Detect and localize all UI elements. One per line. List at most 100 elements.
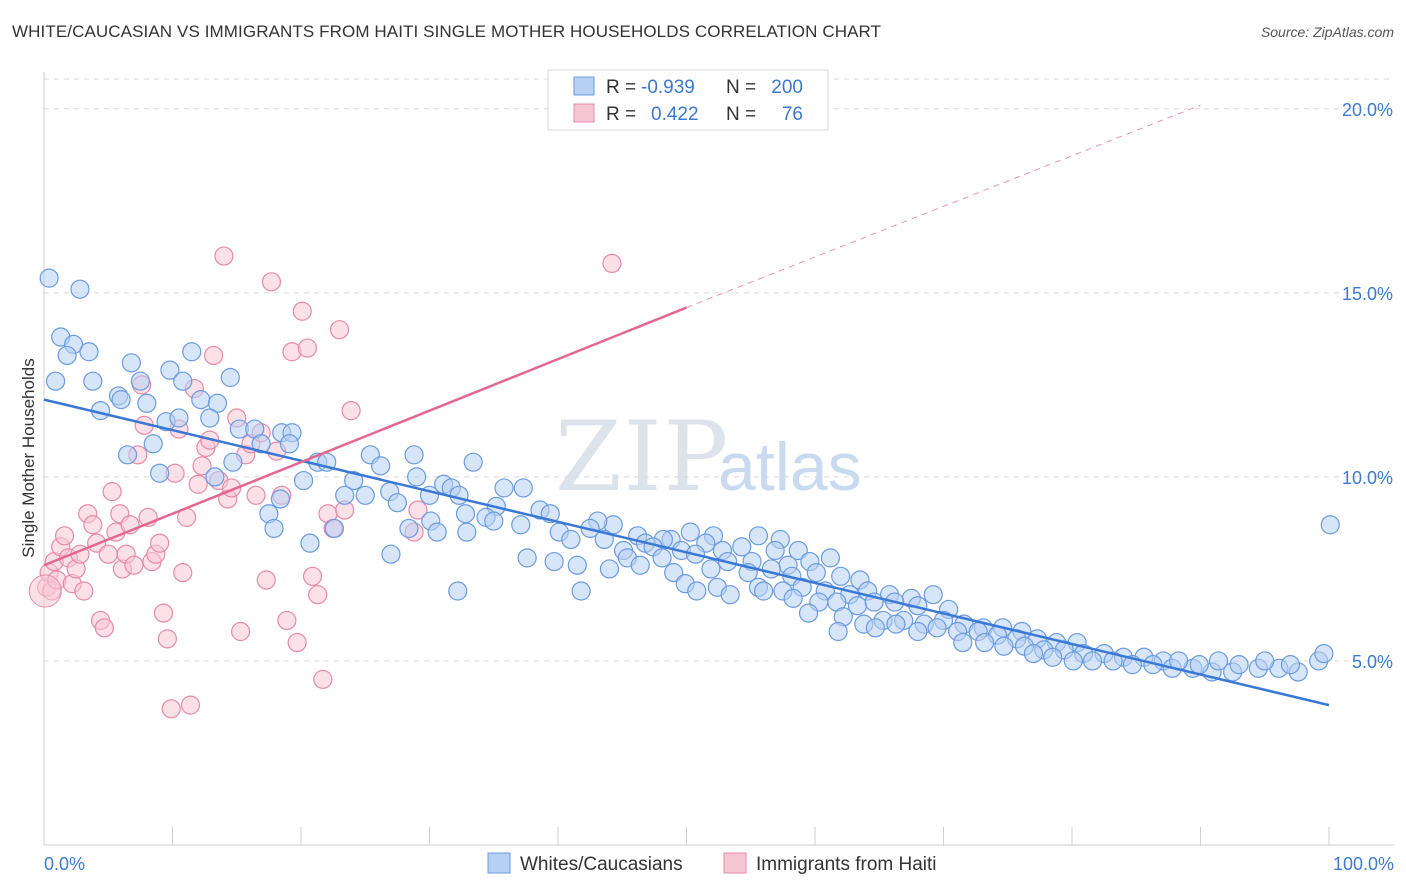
point-haiti-70: [329, 320, 350, 340]
stats-legend-swatch-blue: [573, 76, 595, 96]
point-whites-88: [732, 537, 752, 557]
series-whites-caucasians-points: [39, 268, 1340, 682]
point-haiti-31: [150, 533, 170, 553]
point-whites-48: [335, 485, 355, 505]
point-whites-16: [137, 393, 157, 413]
point-haiti-45: [204, 345, 224, 366]
point-haiti-32: [153, 603, 174, 623]
point-whites-74: [680, 522, 700, 542]
point-whites-174: [1082, 651, 1103, 671]
point-whites-37: [150, 463, 170, 483]
point-whites-62: [511, 515, 531, 535]
point-haiti-66: [308, 585, 328, 605]
point-haiti-51: [231, 621, 251, 642]
point-whites-0: [39, 268, 59, 288]
point-whites-67: [399, 518, 419, 539]
point-whites-173: [1063, 651, 1083, 671]
point-whites-126: [783, 588, 803, 608]
point-whites-91: [381, 544, 401, 564]
point-whites-151: [927, 618, 947, 638]
point-whites-135: [448, 581, 468, 601]
point-whites-124: [720, 585, 740, 605]
y-tick-label-15: 15.0%: [1342, 284, 1393, 304]
point-whites-92: [517, 548, 537, 568]
legend-swatch-whites: [487, 852, 511, 874]
point-whites-6: [121, 353, 141, 373]
point-whites-12: [130, 371, 150, 391]
y-tick-labels: 5.0% 10.0% 15.0% 20.0%: [1342, 100, 1393, 672]
stats-legend: R = -0.939 N = 200 R = 0.422 N = 76: [547, 69, 829, 131]
point-whites-106: [701, 559, 721, 579]
point-haiti-63: [292, 301, 312, 321]
point-haiti-62: [287, 632, 307, 653]
point-haiti-47: [214, 246, 234, 266]
point-haiti-42: [192, 456, 212, 476]
point-haiti-6: [54, 526, 75, 546]
point-haiti-54: [246, 485, 266, 505]
point-whites-102: [567, 555, 587, 575]
legend-swatch-haiti: [723, 852, 747, 874]
point-whites-136: [687, 581, 707, 601]
point-whites-53: [387, 493, 407, 513]
stats-legend-box: [547, 69, 829, 131]
point-whites-162: [994, 636, 1014, 656]
stats-n-value-blue: 200: [771, 77, 803, 98]
stats-r-label-pink: R =: [606, 104, 636, 125]
point-whites-134: [571, 581, 591, 601]
point-whites-175: [1103, 651, 1123, 671]
point-whites-90: [788, 540, 808, 561]
point-whites-161: [975, 632, 995, 653]
point-haiti-24: [124, 555, 144, 575]
point-whites-42: [344, 470, 364, 491]
point-haiti-60: [277, 610, 297, 631]
point-whites-149: [886, 614, 906, 634]
axes: [43, 72, 1394, 846]
point-whites-193: [1320, 515, 1340, 535]
point-whites-40: [407, 467, 427, 487]
point-haiti-74: [408, 500, 428, 520]
point-whites-18: [207, 393, 228, 413]
point-haiti-72: [341, 401, 361, 421]
point-whites-110: [806, 563, 826, 583]
point-whites-4: [79, 342, 99, 362]
point-haiti-18: [102, 482, 122, 502]
point-haiti-34: [161, 699, 181, 719]
point-haiti-37: [173, 563, 193, 583]
point-whites-46: [513, 478, 533, 498]
point-whites-30: [117, 445, 138, 465]
stats-n-value-pink: 76: [782, 104, 803, 125]
point-haiti-large: [28, 574, 62, 608]
trend-line-whites: [43, 398, 1330, 707]
point-whites-123: [923, 585, 943, 605]
point-whites-9: [220, 367, 240, 388]
point-whites-148: [865, 618, 885, 638]
point-whites-172: [1043, 647, 1063, 667]
point-haiti-39: [180, 695, 201, 715]
point-haiti-65: [302, 566, 323, 586]
y-tick-label-10: 10.0%: [1342, 468, 1393, 488]
point-whites-27: [143, 434, 163, 454]
point-whites-17: [191, 390, 211, 410]
point-whites-185: [1229, 655, 1249, 675]
point-whites-52: [270, 489, 291, 509]
point-whites-160: [953, 632, 973, 653]
point-whites-21: [169, 408, 189, 428]
point-haiti-56: [256, 570, 276, 590]
point-haiti-11: [74, 581, 94, 601]
bottom-legend: Whites/Caucasians Immigrants from Haiti: [487, 852, 937, 875]
x-tick-label-max: 100.0%: [1333, 854, 1394, 874]
trend-lines: [43, 104, 1330, 707]
point-whites-66: [324, 518, 345, 539]
point-whites-29: [279, 434, 300, 454]
point-haiti-67: [313, 669, 333, 689]
point-haiti-33: [157, 629, 177, 649]
stats-r-label-blue: R =: [606, 77, 636, 98]
point-whites-31: [223, 452, 243, 472]
point-whites-101: [544, 551, 564, 572]
point-whites-94: [652, 548, 672, 568]
y-tick-label-5: 5.0%: [1352, 652, 1393, 672]
point-whites-10: [45, 371, 66, 391]
point-haiti-64: [297, 338, 318, 358]
point-whites-183: [1189, 655, 1209, 675]
trend-line-haiti: [43, 306, 687, 567]
